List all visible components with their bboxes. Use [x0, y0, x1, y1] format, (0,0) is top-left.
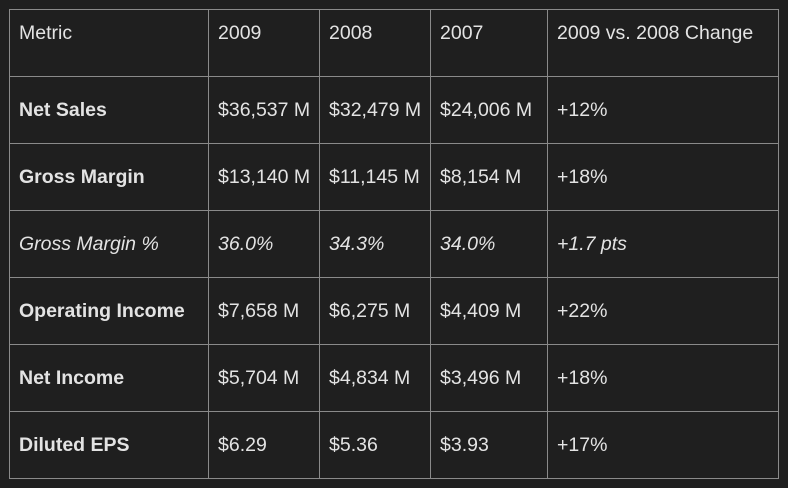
financial-table-container: Metric 2009 2008 2007 2009 vs. 2008 Chan… — [9, 9, 779, 479]
table-row-operating-income: Operating Income $7,658 M $6,275 M $4,40… — [9, 277, 779, 345]
value-2008-cell: $5.36 — [319, 411, 431, 479]
metric-cell: Gross Margin % — [9, 210, 209, 278]
metric-cell: Net Sales — [9, 76, 209, 144]
header-2008: 2008 — [319, 9, 431, 77]
value-2009-cell: $13,140 M — [208, 143, 320, 211]
value-2007-cell: $3,496 M — [430, 344, 548, 412]
metric-cell: Net Income — [9, 344, 209, 412]
value-2009-cell: 36.0% — [208, 210, 320, 278]
value-2007-cell: $4,409 M — [430, 277, 548, 345]
financial-metrics-table: Metric 2009 2008 2007 2009 vs. 2008 Chan… — [9, 9, 779, 479]
table-row-diluted-eps: Diluted EPS $6.29 $5.36 $3.93 +17% — [9, 411, 779, 479]
table-row-net-sales: Net Sales $36,537 M $32,479 M $24,006 M … — [9, 76, 779, 144]
value-2008-cell: $4,834 M — [319, 344, 431, 412]
header-2007: 2007 — [430, 9, 548, 77]
metric-cell: Diluted EPS — [9, 411, 209, 479]
value-2007-cell: $3.93 — [430, 411, 548, 479]
value-2009-cell: $6.29 — [208, 411, 320, 479]
value-2007-cell: $8,154 M — [430, 143, 548, 211]
header-metric: Metric — [9, 9, 209, 77]
change-cell: +17% — [547, 411, 779, 479]
table-row-net-income: Net Income $5,704 M $4,834 M $3,496 M +1… — [9, 344, 779, 412]
change-cell: +18% — [547, 143, 779, 211]
value-2008-cell: $6,275 M — [319, 277, 431, 345]
header-change: 2009 vs. 2008 Change — [547, 9, 779, 77]
table-row-gross-margin: Gross Margin $13,140 M $11,145 M $8,154 … — [9, 143, 779, 211]
value-2007-cell: $24,006 M — [430, 76, 548, 144]
metric-cell: Operating Income — [9, 277, 209, 345]
value-2008-cell: $11,145 M — [319, 143, 431, 211]
header-2009: 2009 — [208, 9, 320, 77]
value-2007-cell: 34.0% — [430, 210, 548, 278]
value-2009-cell: $7,658 M — [208, 277, 320, 345]
change-cell: +12% — [547, 76, 779, 144]
table-header-row: Metric 2009 2008 2007 2009 vs. 2008 Chan… — [9, 9, 779, 77]
metric-cell: Gross Margin — [9, 143, 209, 211]
value-2008-cell: 34.3% — [319, 210, 431, 278]
value-2009-cell: $36,537 M — [208, 76, 320, 144]
change-cell: +1.7 pts — [547, 210, 779, 278]
change-cell: +22% — [547, 277, 779, 345]
table-row-gross-margin-percent: Gross Margin % 36.0% 34.3% 34.0% +1.7 pt… — [9, 210, 779, 278]
value-2008-cell: $32,479 M — [319, 76, 431, 144]
value-2009-cell: $5,704 M — [208, 344, 320, 412]
change-cell: +18% — [547, 344, 779, 412]
